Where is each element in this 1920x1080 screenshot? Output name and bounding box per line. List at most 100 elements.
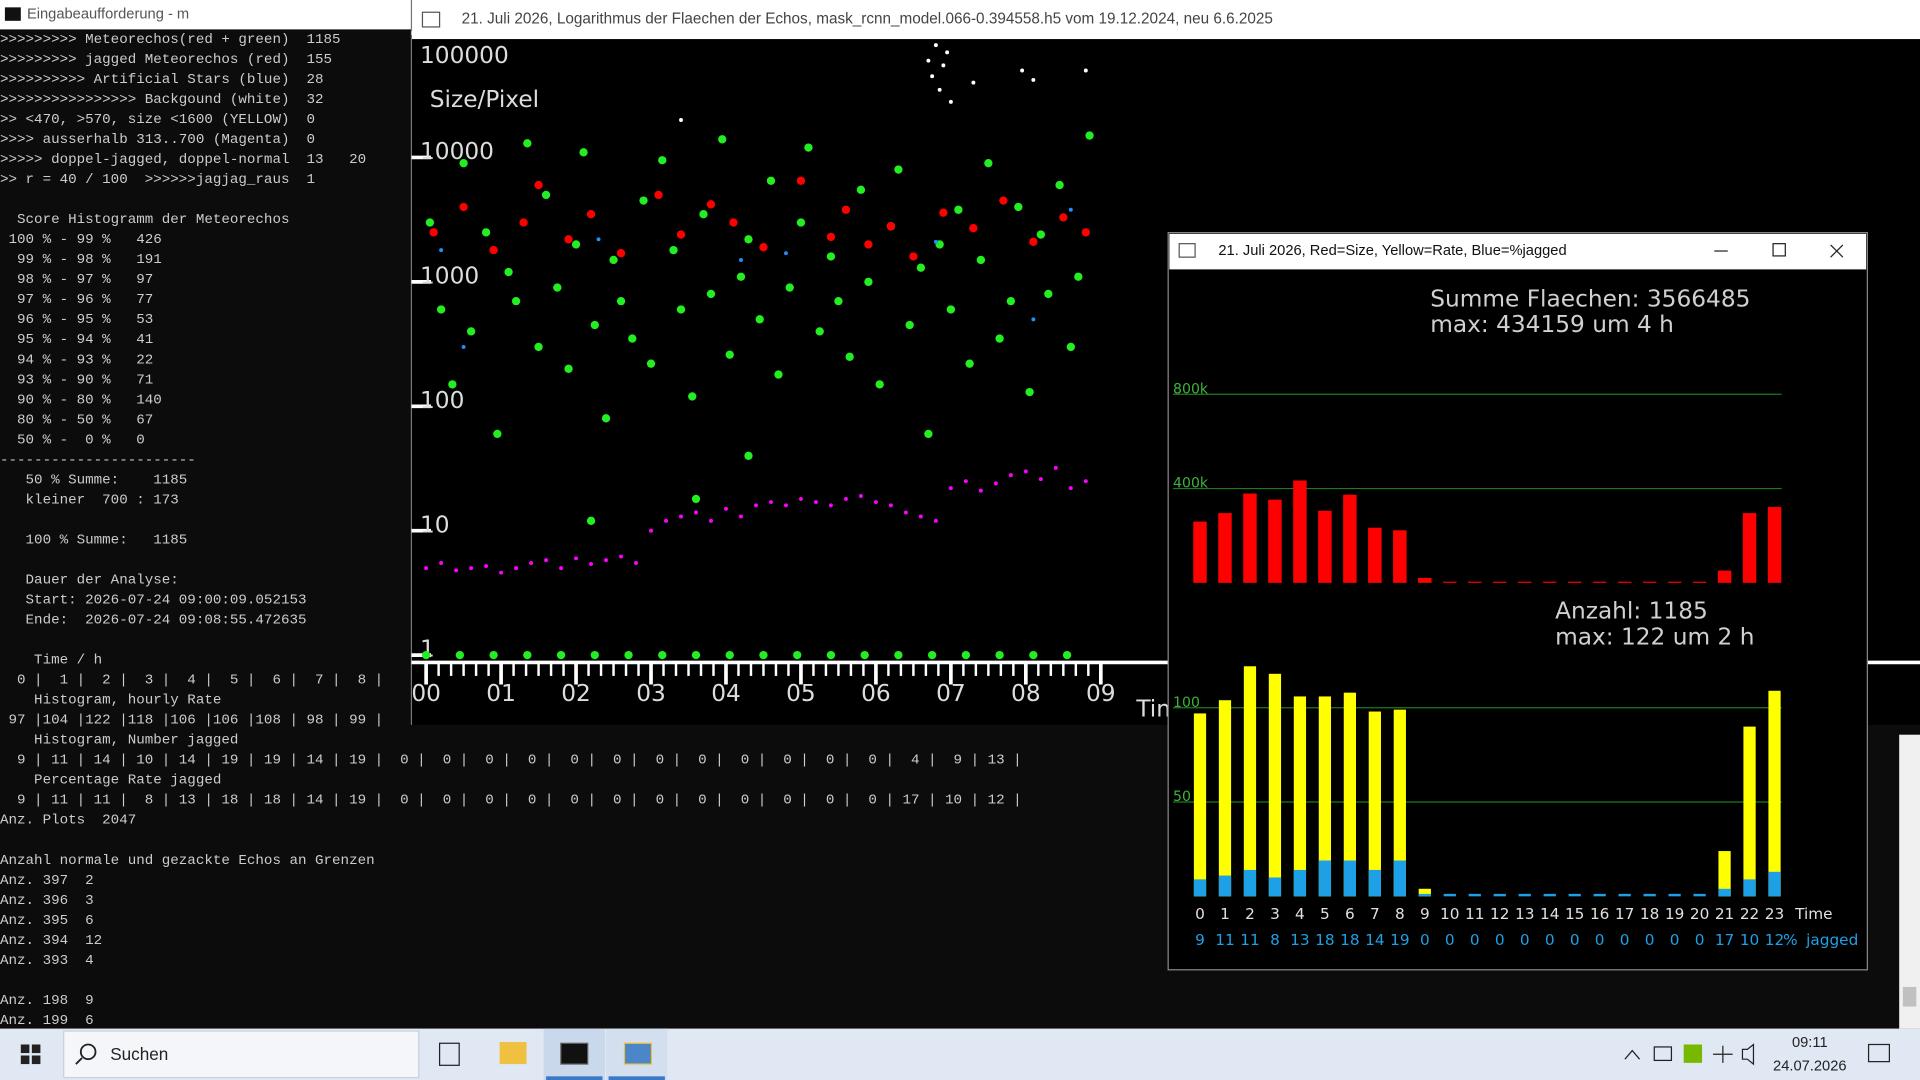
console-line: 98 % - 97 % 97 — [0, 272, 153, 288]
x-tick-label: 02 — [561, 680, 591, 707]
percent-label: 10 — [1740, 931, 1759, 949]
scatter-point — [978, 488, 983, 493]
scatter-point — [1023, 469, 1028, 474]
volume-icon[interactable] — [1741, 1043, 1755, 1066]
percent-label: 0 — [1470, 931, 1480, 949]
console-icon — [4, 7, 21, 21]
x-tick-label: 4 — [1295, 905, 1305, 923]
tray-icon[interactable] — [1653, 1046, 1673, 1062]
console-line: kleiner 700 : 173 — [0, 492, 179, 508]
console-line: 9 | 11 | 11 | 8 | 13 | 18 | 18 | 14 | 19… — [0, 793, 1022, 809]
bar — [1393, 530, 1407, 583]
size-max: max: 434159 um 4 h — [1430, 311, 1674, 338]
bar — [1368, 869, 1381, 897]
scatter-point — [834, 296, 843, 306]
percent-unit: % — [1783, 931, 1798, 949]
scatter-point — [571, 240, 581, 249]
scrollbar-thumb[interactable] — [1902, 986, 1917, 1007]
x-tick-label: 1 — [1220, 905, 1230, 923]
scatter-point — [843, 496, 848, 501]
y-tick-label: 100000 — [420, 42, 509, 69]
scatter-point — [541, 190, 551, 200]
percent-label: 0 — [1620, 931, 1630, 949]
tray-icon[interactable] — [1713, 1045, 1733, 1063]
scatter-point — [903, 510, 908, 515]
x-tick-label: 19 — [1665, 905, 1684, 923]
x-tick-label: 04 — [711, 680, 741, 707]
scatter-point — [454, 568, 459, 573]
task-view-button[interactable] — [438, 1042, 460, 1066]
x-tick-label: 14 — [1540, 905, 1559, 923]
scatter-point — [796, 218, 806, 227]
scatter-point — [436, 305, 446, 314]
notification-button[interactable] — [1867, 1043, 1891, 1063]
scatter-point — [688, 392, 697, 401]
scatter-point — [976, 255, 986, 265]
scatter-point — [628, 334, 637, 343]
close-button[interactable] — [1830, 244, 1844, 258]
console-line: >>>>>>>>>>>>>>>> Backgound (white) 32 — [0, 92, 324, 108]
scatter-point — [993, 481, 998, 486]
clock-time[interactable]: 09:11 — [1792, 1035, 1828, 1051]
scatter-point — [1038, 477, 1043, 482]
search-box[interactable] — [63, 1030, 420, 1079]
percent-label: 0 — [1495, 931, 1505, 949]
active-indicator — [546, 1076, 603, 1080]
console-task-icon — [560, 1042, 589, 1065]
bar — [1743, 879, 1756, 897]
scatter-point — [1025, 387, 1034, 397]
console-line: >>>>>>>>> Meteorechos(red + green) 1185 — [0, 32, 341, 48]
scatter-point — [646, 359, 656, 368]
scatter-point — [523, 650, 532, 660]
bar — [1742, 513, 1757, 583]
scatter-point — [544, 558, 549, 563]
bar — [1518, 581, 1532, 583]
console-line: 94 % - 93 % 22 — [0, 352, 153, 368]
console-line: Start: 2026-07-24 09:00:09.052153 — [0, 593, 307, 609]
scatter-point — [1036, 230, 1046, 239]
x-tick-label: 11 — [1465, 905, 1484, 923]
scatter-point — [769, 500, 773, 504]
x-tick-label: 03 — [636, 680, 666, 707]
scatter-point — [724, 506, 728, 511]
bar — [1493, 581, 1507, 583]
scatter-point — [813, 500, 818, 504]
scatter-point — [459, 202, 468, 212]
search-placeholder: Suchen — [110, 1044, 168, 1064]
clock-date[interactable]: 24.07.2026 — [1773, 1058, 1847, 1074]
x-tick-label: 8 — [1395, 905, 1405, 923]
x-tick-label: 08 — [1011, 680, 1041, 707]
console-line: >> <470, >570, size <1600 (YELLOW) 0 — [0, 112, 315, 128]
bar — [1193, 879, 1207, 897]
scatter-point — [945, 50, 950, 55]
scatter-point — [924, 429, 933, 439]
percent-label: 0 — [1645, 931, 1655, 949]
tray-expand[interactable] — [1624, 1049, 1641, 1060]
explorer-button[interactable] — [499, 1042, 527, 1065]
console-line: >>>>> doppel-jagged, doppel-normal 13 20 — [0, 152, 366, 168]
start-button[interactable] — [20, 1044, 41, 1065]
scatter-point — [873, 500, 878, 504]
x-tick-label: 9 — [1420, 905, 1430, 923]
tray-icon[interactable] — [1683, 1044, 1703, 1063]
scatter-point — [905, 320, 914, 330]
scatter-point — [718, 135, 727, 144]
scatter-point — [725, 350, 734, 359]
scatter-point — [744, 451, 753, 460]
scatter-point — [1074, 272, 1083, 281]
scatter-point — [1066, 342, 1075, 352]
scatter-point — [529, 561, 534, 565]
scrollbar[interactable] — [1899, 734, 1920, 1029]
console-line: Anz. 396 3 — [0, 893, 94, 909]
scatter-point — [1053, 465, 1058, 470]
console-line: >>>>>>>>>> Artificial Stars (blue) 28 — [0, 72, 324, 88]
bar — [1393, 860, 1406, 897]
maximize-button[interactable] — [1772, 243, 1786, 257]
bar — [1767, 506, 1782, 583]
scatter-point — [886, 222, 896, 231]
bar — [1418, 577, 1432, 583]
scatter-point — [875, 380, 884, 389]
scatter-point — [826, 232, 836, 242]
x-tick-label: 18 — [1640, 905, 1659, 923]
scatter-point — [1055, 180, 1064, 190]
